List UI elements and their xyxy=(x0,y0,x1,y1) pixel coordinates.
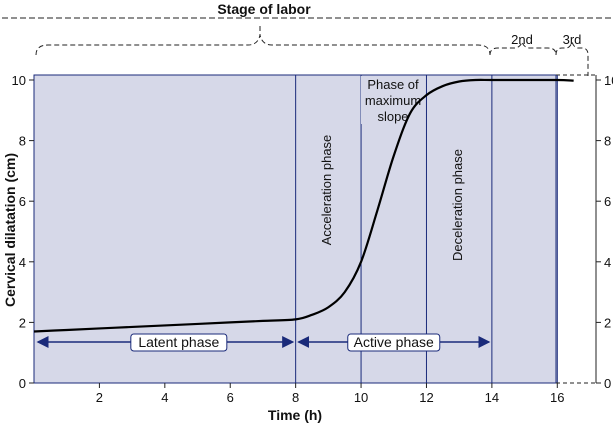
x-tick-label-12: 12 xyxy=(419,390,433,405)
y-tick-label-8: 8 xyxy=(19,134,26,149)
x-tick-label-2: 2 xyxy=(96,390,103,405)
active-phase-label-box xyxy=(347,333,441,352)
right-axis-ticks: 0 2 4 6 8 10 xyxy=(596,73,613,391)
x-tick-label-8: 8 xyxy=(292,390,299,405)
latent-phase-label-box xyxy=(130,333,228,352)
y-tick-label-4: 4 xyxy=(19,255,26,270)
dilatation-curve xyxy=(33,78,574,333)
max-slope-label-bg xyxy=(361,76,425,124)
right-tick-label-8: 8 xyxy=(604,134,611,149)
stage-1st-brace xyxy=(35,34,491,56)
right-tick-label-4: 4 xyxy=(604,255,611,270)
x-tick-label-14: 14 xyxy=(485,390,499,405)
right-tick-label-2: 2 xyxy=(604,315,611,330)
y-tick-label-2: 2 xyxy=(19,315,26,330)
max-slope-label-line2: maximum xyxy=(365,93,421,108)
acceleration-phase-label: Acceleration phase xyxy=(319,135,334,246)
x-tick-label-10: 10 xyxy=(354,390,368,405)
right-tick-label-10: 10 xyxy=(604,73,613,88)
x-tick-label-6: 6 xyxy=(227,390,234,405)
stage-3rd-label: 3rd xyxy=(563,32,582,47)
plot-area xyxy=(33,74,557,384)
y-tick-label-10: 10 xyxy=(12,73,26,88)
y-tick-label-0: 0 xyxy=(19,376,26,391)
deceleration-phase-label: Deceleration phase xyxy=(450,149,465,261)
x-axis-ticks: 2 4 6 8 10 12 14 16 xyxy=(96,383,565,405)
y-tick-label-6: 6 xyxy=(19,194,26,209)
y-axis-ticks: 0 2 4 6 8 10 xyxy=(12,73,34,391)
max-slope-label-line1: Phase of xyxy=(367,77,419,92)
right-tick-label-6: 6 xyxy=(604,194,611,209)
stage-2nd-label: 2nd xyxy=(511,32,533,47)
stage-title: Stage of labor xyxy=(217,1,311,17)
stage-2nd-brace xyxy=(489,40,557,56)
max-slope-label-line3: slope xyxy=(377,109,408,124)
right-tick-label-0: 0 xyxy=(604,376,611,391)
phase-divider-lines xyxy=(295,75,558,383)
x-tick-label-4: 4 xyxy=(161,390,168,405)
stage-3rd-brace xyxy=(555,40,589,76)
y-axis-label: Cervical dilatation (cm) xyxy=(2,153,18,307)
latent-phase-label: Latent phase xyxy=(138,334,219,350)
x-tick-label-16: 16 xyxy=(550,390,564,405)
active-phase-label: Active phase xyxy=(354,334,434,350)
x-axis-label: Time (h) xyxy=(268,407,322,423)
